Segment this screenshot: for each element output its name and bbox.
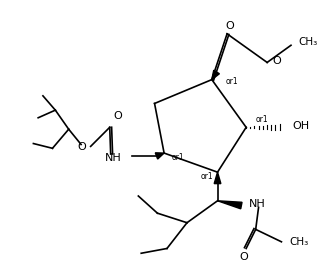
Text: O: O (272, 57, 281, 66)
Text: O: O (113, 111, 122, 121)
Polygon shape (212, 70, 219, 80)
Text: O: O (225, 21, 234, 31)
Text: O: O (239, 252, 248, 262)
Text: or1: or1 (201, 172, 214, 181)
Text: O: O (77, 142, 86, 152)
Text: CH₃: CH₃ (289, 237, 308, 247)
Text: NH: NH (249, 199, 266, 209)
Text: or1: or1 (225, 77, 238, 86)
Text: or1: or1 (172, 153, 184, 162)
Text: CH₃: CH₃ (299, 38, 318, 47)
Text: or1: or1 (256, 115, 268, 124)
Polygon shape (218, 201, 242, 209)
Text: OH: OH (292, 121, 309, 131)
Polygon shape (214, 172, 221, 184)
Text: NH: NH (105, 153, 122, 163)
Polygon shape (155, 153, 164, 159)
